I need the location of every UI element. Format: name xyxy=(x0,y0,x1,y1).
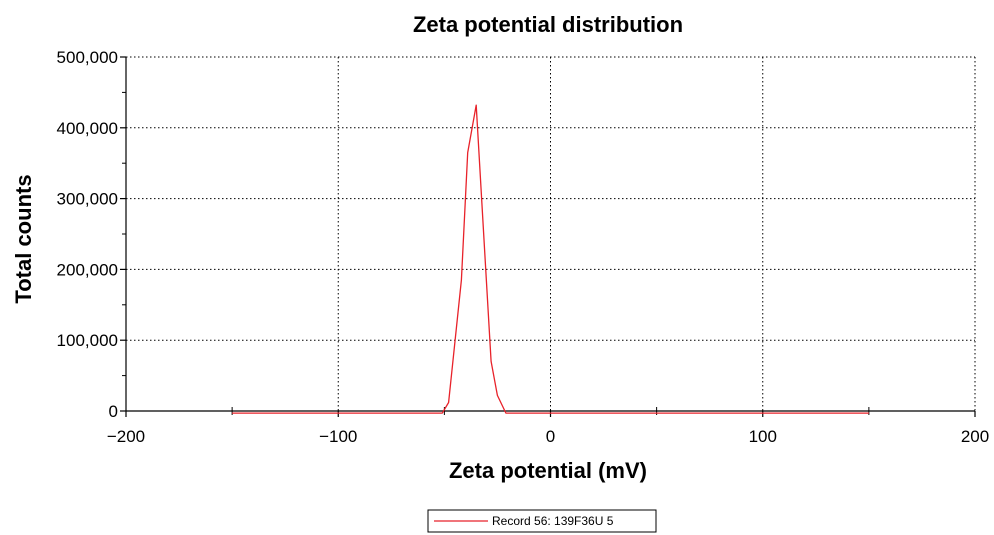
y-axis-label: Total counts xyxy=(11,174,36,303)
y-tick-label: 100,000 xyxy=(57,331,118,350)
chart-title: Zeta potential distribution xyxy=(413,12,683,37)
grid-lines xyxy=(126,56,976,411)
y-tick-label: 500,000 xyxy=(57,48,118,67)
legend-entry: Record 56: 139F36U 5 xyxy=(492,514,614,528)
legend: Record 56: 139F36U 5 xyxy=(427,509,657,533)
series-line xyxy=(232,104,869,414)
x-tick-label: 0 xyxy=(546,427,555,446)
x-tick-label: 100 xyxy=(749,427,777,446)
y-tick-label: 400,000 xyxy=(57,119,118,138)
y-tick-label: 200,000 xyxy=(57,260,118,279)
series-lines xyxy=(232,104,869,414)
x-tick-label: −200 xyxy=(107,427,145,446)
y-tick-label: 0 xyxy=(109,402,118,421)
x-tick-label: −100 xyxy=(319,427,357,446)
x-axis-label: Zeta potential (mV) xyxy=(449,458,647,483)
ticks xyxy=(120,56,976,417)
legend-box xyxy=(427,509,657,533)
tick-labels: 0 100,000 200,000 300,000 400,000 500,000 −200… xyxy=(57,48,990,446)
y-tick-label: 300,000 xyxy=(57,190,118,209)
x-tick-label: 200 xyxy=(961,427,989,446)
